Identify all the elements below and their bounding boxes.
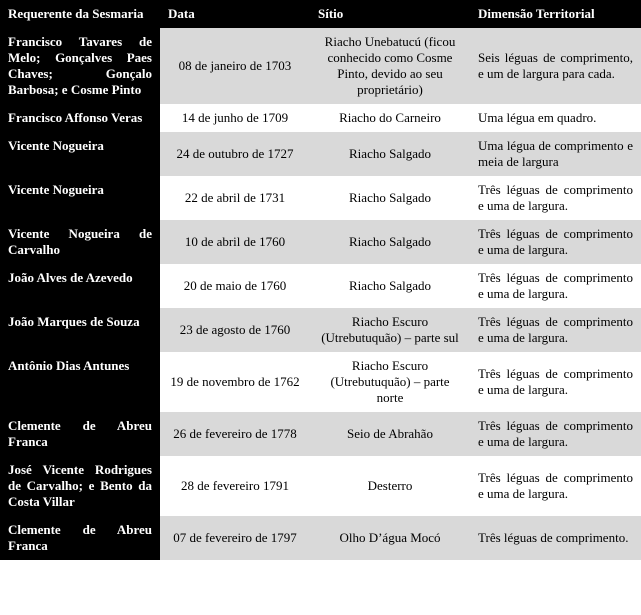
cell-dimensao: Três léguas de comprimento e uma de larg… [470, 264, 641, 308]
cell-sitio: Riacho Escuro (Utrebutuquão) – parte sul [310, 308, 470, 352]
table-body: Francisco Tavares de Melo; Gonçalves Pae… [0, 28, 641, 560]
cell-requerente: Vicente Nogueira [0, 132, 160, 176]
cell-sitio: Riacho Salgado [310, 220, 470, 264]
cell-sitio: Olho D’água Mocó [310, 516, 470, 560]
table-row: Antônio Dias Antunes19 de novembro de 17… [0, 352, 641, 412]
cell-data: 26 de fevereiro de 1778 [160, 412, 310, 456]
cell-sitio: Riacho do Carneiro [310, 104, 470, 132]
cell-sitio: Riacho Salgado [310, 132, 470, 176]
cell-dimensao: Três léguas de comprimento e uma de larg… [470, 176, 641, 220]
cell-requerente: Vicente Nogueira de Carvalho [0, 220, 160, 264]
cell-data: 14 de junho de 1709 [160, 104, 310, 132]
header-row: Requerente da Sesmaria Data Sítio Dimens… [0, 0, 641, 28]
cell-requerente: José Vicente Rodrigues de Carvalho; e Be… [0, 456, 160, 516]
cell-dimensao: Três léguas de comprimento e uma de larg… [470, 352, 641, 412]
cell-requerente: Clemente de Abreu Franca [0, 516, 160, 560]
sesmarias-table: Requerente da Sesmaria Data Sítio Dimens… [0, 0, 641, 560]
table-row: João Marques de Souza23 de agosto de 176… [0, 308, 641, 352]
table-row: José Vicente Rodrigues de Carvalho; e Be… [0, 456, 641, 516]
cell-requerente: Vicente Nogueira [0, 176, 160, 220]
cell-data: 10 de abril de 1760 [160, 220, 310, 264]
table-row: Clemente de Abreu Franca26 de fevereiro … [0, 412, 641, 456]
header-sitio: Sítio [310, 0, 470, 28]
table-row: Clemente de Abreu Franca07 de fevereiro … [0, 516, 641, 560]
cell-sitio: Riacho Salgado [310, 264, 470, 308]
cell-data: 22 de abril de 1731 [160, 176, 310, 220]
table-row: Vicente Nogueira24 de outubro de 1727Ria… [0, 132, 641, 176]
cell-dimensao: Três léguas de comprimento. [470, 516, 641, 560]
cell-data: 28 de fevereiro 1791 [160, 456, 310, 516]
table-row: João Alves de Azevedo20 de maio de 1760R… [0, 264, 641, 308]
cell-requerente: Clemente de Abreu Franca [0, 412, 160, 456]
cell-data: 20 de maio de 1760 [160, 264, 310, 308]
cell-sitio: Desterro [310, 456, 470, 516]
cell-requerente: Francisco Tavares de Melo; Gonçalves Pae… [0, 28, 160, 104]
cell-requerente: Francisco Affonso Veras [0, 104, 160, 132]
cell-dimensao: Três léguas de comprimento e uma de larg… [470, 412, 641, 456]
cell-data: 08 de janeiro de 1703 [160, 28, 310, 104]
cell-dimensao: Três léguas de comprimento e uma de larg… [470, 456, 641, 516]
cell-sitio: Seio de Abrahão [310, 412, 470, 456]
cell-dimensao: Seis léguas de comprimento, e um de larg… [470, 28, 641, 104]
cell-dimensao: Três léguas de comprimento e uma de larg… [470, 308, 641, 352]
cell-dimensao: Três léguas de comprimento e uma de larg… [470, 220, 641, 264]
cell-sitio: Riacho Salgado [310, 176, 470, 220]
cell-sitio: Riacho Escuro (Utrebutuquão) – parte nor… [310, 352, 470, 412]
cell-dimensao: Uma légua em quadro. [470, 104, 641, 132]
cell-sitio: Riacho Unebatucú (ficou conhecido como C… [310, 28, 470, 104]
cell-data: 19 de novembro de 1762 [160, 352, 310, 412]
header-data: Data [160, 0, 310, 28]
table-row: Vicente Nogueira22 de abril de 1731Riach… [0, 176, 641, 220]
cell-requerente: João Marques de Souza [0, 308, 160, 352]
cell-data: 24 de outubro de 1727 [160, 132, 310, 176]
table-row: Francisco Tavares de Melo; Gonçalves Pae… [0, 28, 641, 104]
cell-requerente: João Alves de Azevedo [0, 264, 160, 308]
cell-requerente: Antônio Dias Antunes [0, 352, 160, 412]
cell-data: 23 de agosto de 1760 [160, 308, 310, 352]
table-row: Vicente Nogueira de Carvalho10 de abril … [0, 220, 641, 264]
cell-dimensao: Uma légua de comprimento e meia de largu… [470, 132, 641, 176]
header-requerente: Requerente da Sesmaria [0, 0, 160, 28]
header-dimensao: Dimensão Territorial [470, 0, 641, 28]
table-row: Francisco Affonso Veras14 de junho de 17… [0, 104, 641, 132]
cell-data: 07 de fevereiro de 1797 [160, 516, 310, 560]
